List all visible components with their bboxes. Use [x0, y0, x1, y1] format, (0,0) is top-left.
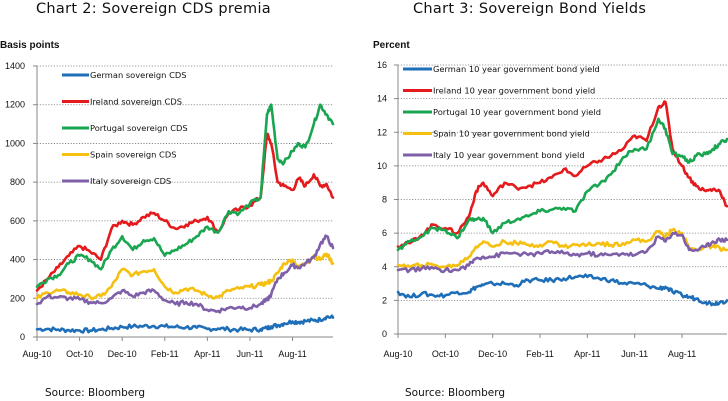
chart3-title: Chart 3: Sovereign Bond Yields [413, 1, 647, 17]
chart2-x-tick-label: Apr-11 [194, 349, 220, 359]
chart3-y-tick-label: 10 [377, 161, 387, 171]
chart3-y-tick-label: 16 [377, 60, 387, 70]
chart2-y-tick-label: 1000 [5, 138, 25, 148]
chart3-x-tick-label: Dec-10 [478, 349, 507, 359]
chart3-legend-label: Ireland 10 year government bond yield [433, 86, 595, 96]
chart3-y-tick-label: 14 [377, 94, 387, 104]
chart2-x-tick-label: Feb-11 [151, 349, 179, 359]
chart2-y-tick-label: 1200 [5, 100, 25, 110]
chart2-y-tick-label: 400 [10, 255, 25, 265]
chart3-legend-label: German 10 year government bond yield [433, 64, 600, 74]
chart2-y-tick-label: 600 [10, 216, 25, 226]
chart3-series-spain-line [396, 227, 728, 269]
chart2-series-portugal-line [35, 103, 335, 289]
chart2-legend-label: German sovereign CDS [90, 70, 187, 80]
chart3-y-tick-label: 8 [382, 195, 387, 205]
chart3-y-tick-label: 2 [382, 295, 387, 305]
chart2-cds-plot: 0 200 400 600 800 1000 1200 1400 Aug-10 Oct-10 Dec… [5, 61, 335, 359]
chart3-source: Source: Bloomberg [405, 387, 506, 399]
chart3-x-tick-label: Aug-10 [383, 349, 412, 359]
chart3-series-german-line [396, 273, 728, 307]
chart3-y-tick-label: 4 [382, 262, 387, 272]
chart2-legend-label: Ireland sovereign CDS [90, 97, 182, 107]
chart3-series-ireland-line [396, 100, 728, 249]
chart2-x-tick-label: Aug-11 [278, 349, 306, 359]
chart2-legend-label: Portugal sovereign CDS [90, 123, 188, 133]
chart2-series-ireland-line [35, 132, 335, 292]
chart2-series-german-line [35, 314, 335, 334]
chart2-y-tick-label: 0 [20, 332, 25, 342]
chart2-title: Chart 2: Sovereign CDS premia [36, 1, 271, 17]
chart3-y-tick-label: 6 [382, 228, 387, 238]
chart3-y-tick-label: 12 [377, 127, 387, 137]
chart3-x-tick-label: Oct-10 [432, 349, 459, 359]
chart3-legend-label: Portugal 10 year government bond yield [433, 107, 601, 117]
chart3-series-portugal-line [396, 117, 728, 252]
chart3-x-tick-label: Aug-11 [668, 349, 696, 359]
chart2-legend-label: Spain sovereign CDS [90, 150, 176, 160]
chart2-x-tick-label: Aug-10 [22, 349, 51, 359]
chart3-legend-label: Italy 10 year government bond yield [433, 150, 585, 160]
chart3-x-tick-label: Jun-11 [621, 349, 648, 359]
chart3-y-unit: Percent [373, 40, 410, 51]
chart3-series-italy-line [396, 231, 728, 274]
chart2-x-tick-label: Dec-10 [108, 349, 137, 359]
chart2-legend-label: Italy sovereign CDS [90, 176, 171, 186]
chart3-x-tick-label: Apr-11 [574, 349, 600, 359]
chart2-y-tick-label: 800 [10, 177, 25, 187]
chart2-x-tick-label: Oct-10 [66, 349, 93, 359]
chart2-x-tick-label: Jun-11 [237, 349, 264, 359]
chart2-source: Source: Bloomberg [45, 387, 146, 399]
chart3-legend-label: Spain 10 year government bond yield [433, 129, 590, 139]
chart2-series-italy-line [35, 234, 335, 314]
chart2-y-tick-label: 200 [10, 293, 25, 303]
chart2-y-unit: Basis points [0, 40, 60, 51]
chart3-x-tick-label: Feb-11 [526, 349, 554, 359]
chart2-y-tick-label: 1400 [5, 61, 25, 71]
chart3-y-tick-label: 0 [382, 329, 387, 339]
